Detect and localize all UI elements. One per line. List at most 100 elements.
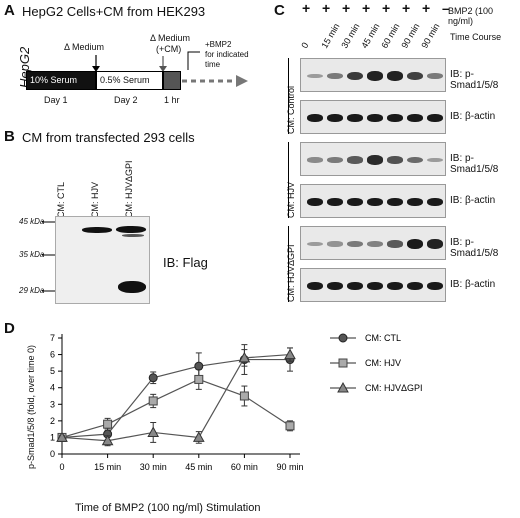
bmp2-label: BMP2 (100 ng/ml) (448, 6, 494, 26)
panel-a-letter: A (4, 2, 15, 19)
psmad-blot (300, 142, 446, 176)
band-hjvdgpi-top (116, 226, 146, 233)
legend-label: CM: HJVΔGPI (365, 383, 423, 393)
blot-band (407, 239, 423, 249)
blot-band (307, 114, 323, 122)
data-point (285, 421, 295, 431)
data-point (103, 419, 113, 429)
blot-band (407, 114, 423, 122)
serum-10-bar: 10% Serum (26, 71, 96, 90)
panel-b-letter: B (4, 128, 15, 145)
panel-c-letter: C (274, 2, 285, 19)
blot-band (367, 155, 383, 165)
blot-band (347, 240, 363, 248)
bmp2-sign: + (342, 0, 351, 16)
delta-medium-cm-label: Δ Medium (150, 33, 191, 43)
blot-ib-label: IB: β-actin (450, 195, 496, 206)
panel-a-title: HepG2 Cells+CM from HEK293 (22, 4, 206, 19)
blot-ib-label: IB: p-Smad1/5/8 (450, 237, 499, 259)
group-bracket (288, 226, 289, 302)
legend-label: CM: HJV (365, 358, 401, 368)
delta-medium-label: Δ Medium (64, 42, 105, 52)
x-tick-label: 45 min (185, 462, 212, 472)
legend-marker (338, 333, 348, 343)
bmp2-sign: + (302, 0, 311, 16)
series-line (61, 353, 291, 442)
blot-band (367, 198, 383, 206)
blot-band (347, 156, 363, 164)
blot-band (307, 73, 323, 79)
bmp2-sign: + (382, 0, 391, 16)
band-hjvdgpi-low (118, 281, 146, 293)
blot-band (387, 114, 403, 122)
blot-band (347, 282, 363, 290)
bmp2-sign: + (402, 0, 411, 16)
blot-band (427, 114, 443, 122)
blot-band (347, 71, 363, 81)
psmad-blot (300, 226, 446, 260)
legend-marker (338, 358, 348, 368)
blot-band (387, 156, 403, 164)
blot-band (327, 114, 343, 122)
blot-band (407, 282, 423, 290)
data-point (284, 348, 296, 360)
blot-band (367, 282, 383, 290)
blot-band (407, 198, 423, 206)
y-tick-label: 7 (50, 333, 55, 343)
blot-band (327, 72, 343, 80)
band-hjvdgpi-sub (122, 234, 144, 237)
blot-band (347, 198, 363, 206)
y-tick-label: 6 (50, 350, 55, 360)
y-tick-label: 4 (50, 383, 55, 393)
marker-ticks (42, 221, 55, 292)
blot-band (327, 282, 343, 290)
data-point (192, 431, 205, 442)
time-course-label: Time Course (450, 32, 502, 42)
x-tick-label: 90 min (276, 462, 303, 472)
blot-band (367, 241, 383, 247)
blot-ib-label: IB: β-actin (450, 111, 496, 122)
panel-d-letter: D (4, 320, 15, 337)
series-line (61, 378, 291, 439)
blot-ib-label: IB: p-Smad1/5/8 (450, 153, 499, 175)
timeline-arrows (92, 51, 248, 87)
blot-band (327, 241, 343, 247)
group-bracket (288, 58, 289, 134)
blot-band (367, 71, 383, 81)
bmp2-sign: + (362, 0, 371, 16)
hour-label: 1 hr (164, 95, 180, 105)
blot-band (427, 157, 443, 163)
bmp2-note-2: for indicated (205, 50, 249, 59)
blot-band (407, 156, 423, 164)
ib-flag-label: IB: Flag (163, 255, 208, 270)
blot-band (327, 198, 343, 206)
data-point (147, 426, 160, 437)
bmp2-sign: + (322, 0, 331, 16)
band-hjv (82, 227, 112, 233)
actin-blot (300, 100, 446, 134)
psmad-blot (300, 58, 446, 92)
marker-29: 29 kDa (19, 286, 45, 295)
blot-band (387, 282, 403, 290)
x-tick-label: 60 min (231, 462, 258, 472)
marker-35: 35 kDa (19, 250, 45, 259)
data-point (148, 396, 158, 406)
panel-b-title: CM from transfected 293 cells (22, 130, 195, 145)
blot-band (347, 114, 363, 122)
blot-ib-label: IB: p-Smad1/5/8 (450, 69, 499, 91)
data-point (148, 373, 158, 383)
blot-band (427, 198, 443, 206)
blot-band (387, 71, 403, 81)
data-point (101, 434, 114, 446)
blot-band (427, 72, 443, 80)
blot-band (307, 282, 323, 290)
data-point (56, 431, 68, 442)
blot-band (307, 157, 323, 163)
blot-band (307, 198, 323, 206)
bmp2-sign: – (442, 0, 450, 16)
y-tick-label: 3 (50, 399, 55, 409)
actin-blot (300, 268, 446, 302)
y-tick-label: 1 (50, 432, 55, 442)
group-bracket (288, 142, 289, 218)
